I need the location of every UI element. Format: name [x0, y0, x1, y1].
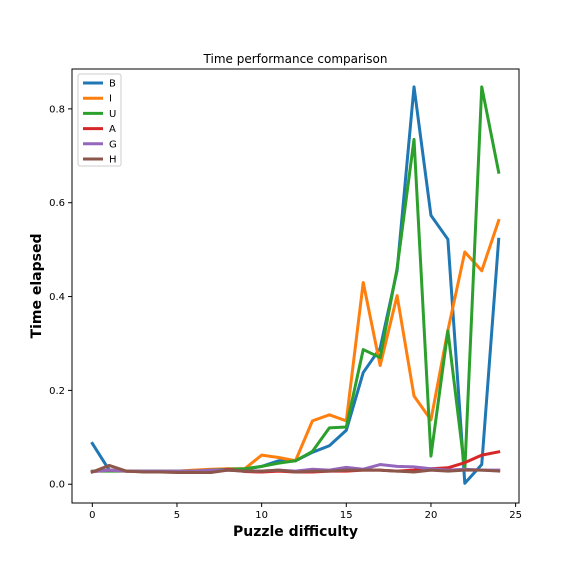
y-tick-label: 0.8 — [49, 104, 65, 115]
legend-label-g: G — [109, 139, 117, 150]
y-tick-label: 0.4 — [49, 292, 65, 303]
y-axis-label: Time elapsed — [29, 234, 45, 339]
legend-label-a: A — [109, 124, 116, 135]
series-line-b — [90, 85, 501, 485]
x-axis-ticks: 0 5 10 15 20 25 — [89, 503, 522, 521]
chart-title: Time performance comparison — [203, 52, 388, 66]
x-tick-label: 5 — [174, 510, 180, 521]
y-tick-label: 0.6 — [49, 198, 65, 209]
series-line-u — [90, 85, 501, 473]
series-lines — [90, 85, 501, 485]
y-tick-label: 0.2 — [49, 386, 65, 397]
legend-label-h: H — [109, 155, 117, 166]
legend-label-u: U — [109, 109, 116, 120]
x-tick-label: 10 — [255, 510, 268, 521]
y-axis-ticks: 0.0 0.2 0.4 0.6 0.8 — [49, 104, 72, 491]
y-tick-label: 0.0 — [49, 480, 65, 491]
x-tick-label: 25 — [509, 510, 522, 521]
legend-label-b: B — [109, 79, 116, 90]
x-axis-label: Puzzle difficulty — [233, 524, 358, 540]
plot-frame — [71, 68, 520, 504]
legend-label-i: I — [109, 94, 112, 105]
series-line-i — [90, 218, 501, 474]
x-tick-label: 15 — [340, 510, 353, 521]
series-line-h — [90, 463, 501, 474]
x-tick-label: 20 — [425, 510, 438, 521]
x-tick-label: 0 — [89, 510, 95, 521]
